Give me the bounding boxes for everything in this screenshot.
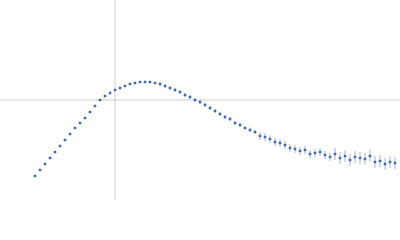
point (108, 91, 112, 95)
point (323, 153, 327, 157)
point (278, 141, 282, 145)
point (193, 98, 197, 102)
point (73, 126, 77, 130)
point (128, 82, 132, 86)
point (218, 112, 222, 116)
point (343, 154, 347, 158)
point (333, 152, 337, 156)
point (348, 158, 352, 162)
point (78, 121, 82, 125)
point (213, 109, 217, 113)
point (233, 121, 237, 125)
point (288, 146, 292, 150)
point (338, 156, 342, 160)
point (228, 117, 232, 121)
chart (0, 0, 400, 200)
point (168, 86, 172, 90)
point (33, 174, 37, 178)
point (63, 138, 67, 142)
point (363, 157, 367, 161)
point (188, 95, 192, 99)
point (53, 150, 57, 154)
point (163, 84, 167, 88)
point (283, 143, 287, 147)
point (383, 162, 387, 166)
point (93, 104, 97, 108)
point (223, 115, 227, 119)
point (298, 149, 302, 153)
point (138, 80, 142, 84)
point (368, 154, 372, 158)
point (203, 103, 207, 107)
point (118, 86, 122, 90)
point (263, 135, 267, 139)
point (208, 106, 212, 110)
point (293, 147, 297, 151)
point (143, 80, 147, 84)
point (43, 162, 47, 166)
point (38, 168, 42, 172)
point (358, 156, 362, 160)
point (308, 152, 312, 156)
point (148, 80, 152, 84)
point (158, 82, 162, 86)
point (183, 93, 187, 97)
point (198, 100, 202, 104)
point (303, 148, 307, 152)
point (103, 94, 107, 98)
point (258, 134, 262, 138)
point (373, 160, 377, 164)
point (153, 81, 157, 85)
point (238, 123, 242, 127)
point (353, 155, 357, 159)
point (268, 137, 272, 141)
point (248, 128, 252, 132)
point (88, 110, 92, 114)
point (83, 116, 87, 120)
point (133, 81, 137, 85)
point (178, 90, 182, 94)
point (318, 150, 322, 154)
point (328, 155, 332, 159)
point (113, 88, 117, 92)
point (388, 160, 392, 164)
point (48, 156, 52, 160)
point (313, 151, 317, 155)
point (98, 98, 102, 102)
point (393, 161, 397, 165)
point (58, 144, 62, 148)
point (253, 130, 257, 134)
point (243, 126, 247, 130)
point (378, 159, 382, 163)
point (173, 88, 177, 92)
point (68, 132, 72, 136)
point (123, 84, 127, 88)
point (273, 140, 277, 144)
